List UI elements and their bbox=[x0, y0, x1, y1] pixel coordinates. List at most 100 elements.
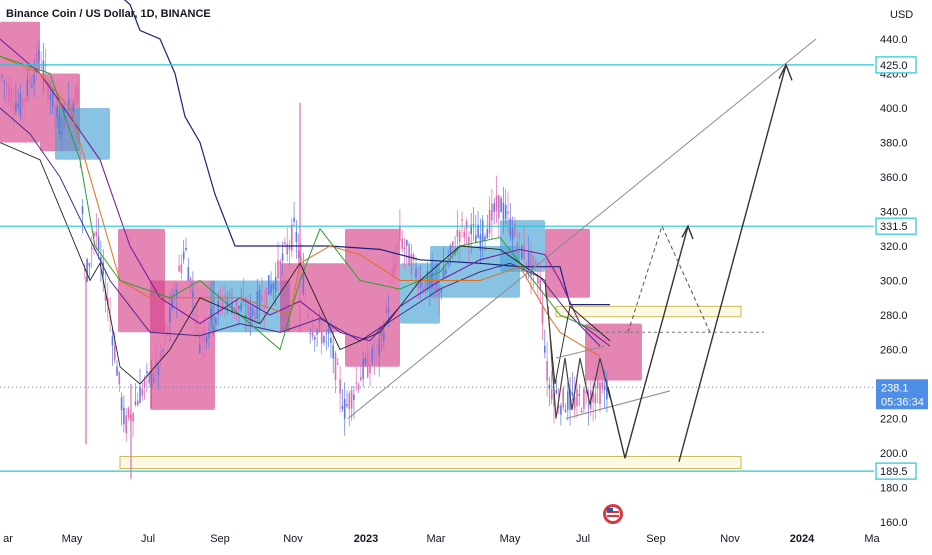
candle-body bbox=[247, 303, 249, 317]
cloud-segment bbox=[345, 228, 400, 367]
candle-body bbox=[316, 329, 318, 335]
candle-body bbox=[26, 78, 29, 97]
candle-body bbox=[256, 291, 259, 319]
candle-body bbox=[472, 223, 475, 225]
candle-body bbox=[5, 82, 8, 88]
candle-body bbox=[79, 150, 81, 153]
candle-body bbox=[447, 260, 449, 266]
x-tick-label: Ma bbox=[864, 533, 880, 545]
last-price-badge bbox=[876, 379, 928, 410]
candle-body bbox=[178, 265, 180, 272]
currency-label[interactable]: USD bbox=[890, 9, 913, 21]
candle-body bbox=[362, 359, 364, 379]
ma-purple-line bbox=[0, 38, 611, 347]
candle-body bbox=[332, 345, 334, 359]
y-tick-label: 220.0 bbox=[880, 414, 908, 426]
candle-body bbox=[19, 93, 22, 117]
candle-body bbox=[295, 231, 298, 242]
candle-body bbox=[180, 264, 183, 273]
arrow-head bbox=[778, 63, 793, 81]
candle-body bbox=[300, 257, 302, 260]
candle-body bbox=[350, 390, 353, 409]
candle-body bbox=[148, 372, 150, 384]
candle-body bbox=[530, 252, 532, 276]
y-tick-label: 400.0 bbox=[880, 103, 908, 115]
candle-body bbox=[171, 297, 173, 310]
candle-body bbox=[412, 254, 415, 260]
candle-body bbox=[17, 103, 19, 107]
candle-body bbox=[222, 302, 224, 309]
candle-body bbox=[311, 330, 314, 337]
candle-body bbox=[245, 315, 247, 318]
candle-body bbox=[470, 224, 472, 235]
ma-green-line bbox=[0, 55, 601, 351]
candle-body bbox=[599, 382, 601, 404]
y-tick-label: 340.0 bbox=[880, 207, 908, 219]
candle-body bbox=[153, 378, 155, 381]
candle-body bbox=[334, 352, 337, 380]
candle-body bbox=[31, 84, 33, 88]
candle-body bbox=[309, 332, 311, 334]
candle-body bbox=[201, 333, 203, 341]
candle-body bbox=[355, 382, 357, 384]
y-tick-label: 280.0 bbox=[880, 310, 908, 322]
candle-body bbox=[185, 247, 187, 250]
candle-body bbox=[127, 408, 130, 418]
candle-body bbox=[113, 345, 116, 360]
candle-body bbox=[155, 360, 157, 369]
candle-body bbox=[173, 285, 176, 302]
candle-body bbox=[327, 329, 330, 334]
candle-body bbox=[548, 384, 551, 389]
candle-body bbox=[500, 198, 502, 213]
us-flag-icon[interactable] bbox=[603, 504, 623, 524]
candle-body bbox=[118, 371, 121, 385]
candle-body bbox=[346, 404, 348, 407]
x-tick-label: Jul bbox=[576, 533, 590, 545]
candle-body bbox=[288, 246, 291, 250]
candle-body bbox=[380, 329, 383, 337]
candle-body bbox=[307, 314, 309, 318]
candle-body bbox=[136, 400, 139, 406]
candle-body bbox=[564, 409, 567, 412]
candle-body bbox=[49, 94, 52, 100]
candle-body bbox=[270, 284, 272, 294]
candle-body bbox=[555, 390, 558, 394]
candle-body bbox=[208, 332, 210, 338]
candle-body bbox=[10, 88, 12, 103]
candle-body bbox=[95, 231, 98, 237]
candle-body bbox=[456, 230, 459, 237]
candle-body bbox=[475, 235, 477, 243]
candle-body bbox=[286, 244, 288, 255]
candle-body bbox=[67, 99, 70, 108]
candle-body bbox=[196, 315, 199, 319]
candle-body bbox=[585, 390, 587, 394]
price-axis-background bbox=[874, 0, 932, 550]
candle-body bbox=[433, 280, 436, 282]
y-tick-label: 160.0 bbox=[880, 517, 908, 529]
candle-body bbox=[431, 272, 433, 287]
ma-black-line bbox=[0, 142, 611, 385]
candle-body bbox=[325, 333, 328, 335]
candle-body bbox=[544, 345, 546, 353]
candle-body bbox=[504, 204, 507, 220]
candle-body bbox=[408, 243, 410, 266]
candle-body bbox=[452, 241, 454, 248]
candle-body bbox=[410, 253, 413, 276]
candle-body bbox=[120, 397, 123, 411]
x-tick-label: Nov bbox=[283, 533, 303, 545]
candle-body bbox=[417, 282, 420, 290]
zigzag-pattern bbox=[547, 306, 611, 419]
candle-body bbox=[268, 275, 270, 295]
candles bbox=[1, 40, 608, 479]
x-tick-label: Mar bbox=[427, 533, 446, 545]
candle-body bbox=[449, 245, 452, 254]
candle-body bbox=[396, 245, 399, 250]
candle-body bbox=[550, 389, 553, 400]
candle-body bbox=[100, 257, 102, 263]
candle-body bbox=[532, 255, 535, 270]
candle-body bbox=[199, 344, 201, 353]
candle-body bbox=[371, 347, 374, 362]
candle-body bbox=[401, 238, 403, 249]
